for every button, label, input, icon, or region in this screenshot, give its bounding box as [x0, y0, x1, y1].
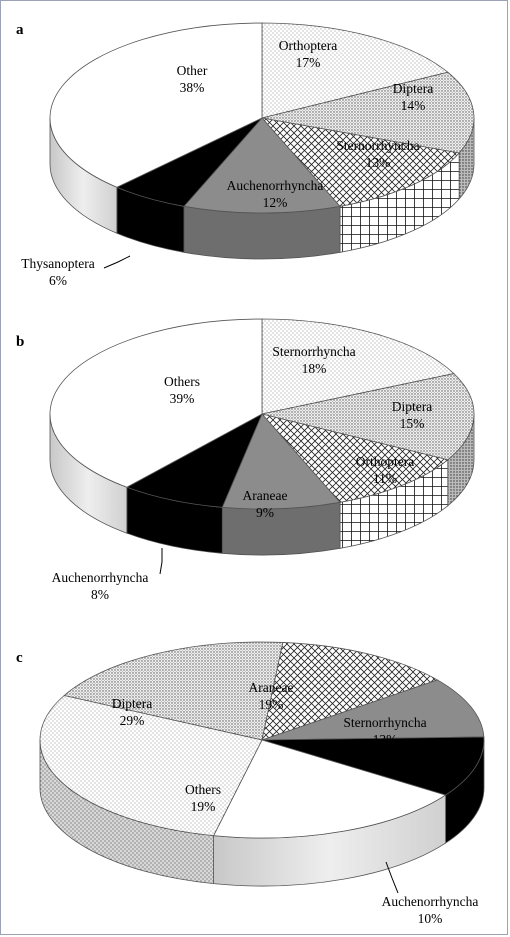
slice-auchenorrhyncha	[183, 117, 341, 214]
slice-label: Araneae	[249, 680, 294, 695]
slice-side-auchenorrhyncha	[183, 205, 341, 260]
pie-top	[49, 318, 475, 510]
leader-line	[103, 255, 131, 269]
pie-top	[39, 641, 485, 839]
slice-label: Diptera	[112, 696, 152, 711]
slice-orthoptera	[260, 413, 449, 503]
slice-percent: 6%	[49, 273, 67, 288]
slice-percent: 14%	[401, 98, 426, 113]
slice-label: Sternorrhyncha	[336, 138, 419, 153]
slice-label: Diptera	[393, 81, 433, 96]
leader-line	[385, 861, 399, 894]
slice-label: Psocoptera	[380, 750, 439, 765]
slice-percent: 12%	[263, 195, 288, 210]
pie-panel-b: b Sternorrhyncha 18% Diptera 15% Orthoptera 11…	[16, 318, 475, 602]
slice-percent: 11%	[373, 471, 397, 486]
slice-percent: 29%	[120, 713, 145, 728]
slice-percent: 19%	[191, 799, 216, 814]
slice-auchenorrhyncha	[125, 413, 263, 508]
slice-auchenorrhyncha	[261, 736, 485, 796]
pie-side-walls	[49, 117, 475, 260]
slice-percent: 13%	[373, 732, 398, 747]
slice-diptera	[261, 373, 475, 461]
slice-percent: 10%	[418, 911, 443, 926]
slice-percent: 8%	[91, 587, 109, 602]
panel-letter: c	[16, 650, 23, 666]
slice-araneae	[63, 641, 284, 741]
slice-psocoptera	[261, 679, 485, 741]
pie-panel-a: a Orthoptera 17% Diptera 14% Sternorrhyncha 13…	[16, 22, 475, 288]
slice-labels: Sternorrhyncha 18% Diptera 15% Orthoptera 11%…	[52, 344, 433, 602]
slice-other	[49, 22, 263, 188]
panel-letter: b	[16, 334, 24, 350]
slice-label: Auchenorrhyncha	[382, 894, 479, 909]
slice-percent: 10%	[398, 767, 423, 782]
slice-label: Orthoptera	[279, 38, 337, 53]
pie-panel-c: c Araneae 19% Sternorrhyncha 13% Psocoptera 10…	[16, 641, 485, 926]
slice-label: Sternorrhyncha	[272, 344, 355, 359]
pie-side-walls	[49, 413, 475, 556]
slice-label: Thysanoptera	[21, 256, 94, 271]
slice-labels: Orthoptera 17% Diptera 14% Sternorrhyncha 13%…	[21, 38, 433, 288]
leader-line	[159, 548, 163, 575]
slice-percent: 15%	[400, 416, 425, 431]
slice-araneae	[221, 413, 341, 510]
slice-percent: 13%	[366, 155, 391, 170]
slice-labels: Araneae 19% Sternorrhyncha 13% Psocoptera 10%…	[112, 680, 479, 926]
slice-label: Diptera	[392, 399, 432, 414]
slice-percent: 17%	[296, 55, 321, 70]
slice-percent: 18%	[302, 361, 327, 376]
slice-label: Others	[164, 374, 200, 389]
slice-percent: 19%	[259, 697, 284, 712]
slice-percent: 39%	[170, 391, 195, 406]
slice-sternorrhyncha	[261, 642, 439, 741]
slice-side-araneae	[221, 501, 341, 556]
slice-label: Other	[177, 63, 208, 78]
slice-label: Araneae	[243, 488, 288, 503]
slice-percent: 9%	[256, 505, 274, 520]
slice-others	[49, 318, 263, 488]
panel-letter: a	[16, 22, 24, 38]
pie-top	[49, 22, 475, 214]
slice-sternorrhyncha	[260, 117, 460, 207]
slice-label: Orthoptera	[356, 454, 414, 469]
slice-others	[212, 739, 447, 839]
slice-diptera	[39, 695, 263, 837]
slice-label: Auchenorrhyncha	[227, 178, 324, 193]
slice-diptera	[261, 71, 475, 154]
slice-label: Others	[185, 782, 221, 797]
slice-label: Auchenorrhyncha	[52, 570, 149, 585]
slice-label: Sternorrhyncha	[343, 715, 426, 730]
slice-sternorrhyncha	[261, 318, 455, 415]
slice-percent: 38%	[180, 80, 205, 95]
slice-orthoptera	[261, 22, 449, 119]
